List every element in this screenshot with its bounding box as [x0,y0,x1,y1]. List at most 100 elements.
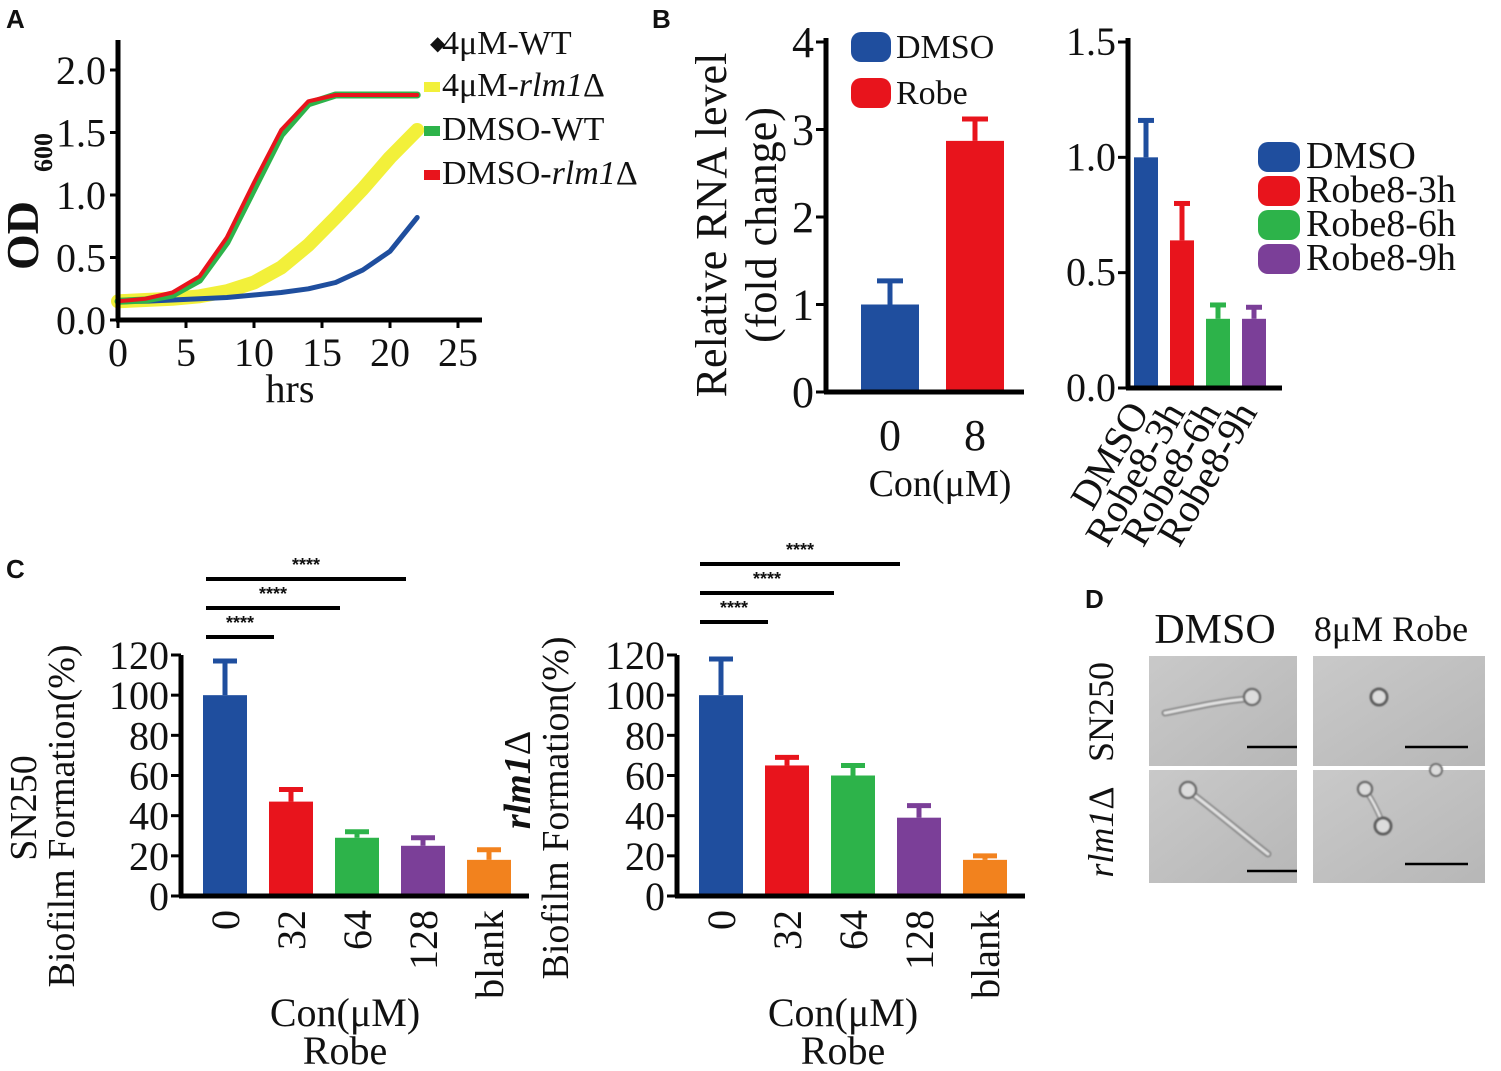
legend-label-4um-rlm1: 4μM-rlm1Δ [442,67,605,104]
rna-level-chart: 0 8 0 1 2 3 4 Con(μM) Relative RNA level (fold… [687,18,1024,505]
y-tick-label: 1.0 [1066,134,1116,179]
c1-strain-label: SN250 [3,755,45,861]
data-point [252,281,256,284]
b2-bars [1134,117,1266,388]
y-tick-label: 0.5 [1066,250,1116,295]
data-point [361,187,364,190]
data-point [252,181,256,184]
data-point [334,216,337,219]
data-point [171,298,174,302]
a-legend: ◆ 4μM-WT 4μM-rlm1Δ DMSO-WT DMSO-rlm1Δ [424,25,638,192]
c2-strain-label: rlm1Δ [497,731,539,829]
x-tick-label: 0 [203,910,248,930]
y-tick-label: 0.0 [1066,365,1116,410]
panel-label-a: A [6,4,25,34]
b1-legend: DMSO Robe [851,29,994,112]
micrograph-panel: DMSO 8μM Robe SN250 rlm1Δ [1081,607,1485,883]
legend-label-b2-9h: Robe8-9h [1306,237,1456,279]
x-tick-label: 64 [831,910,876,950]
bar-64 [831,775,875,896]
legend-label-dmso-wt: DMSO-WT [442,111,605,148]
y-tick-label: 80 [625,713,665,758]
series-line-dmso-rlm1 [116,93,420,304]
legend-label-dmso-rlm1: DMSO-rlm1Δ [442,155,638,192]
a-ylabel-main: OD [0,201,48,270]
y-tick-label: 120 [605,633,665,678]
x-tick-label: 32 [269,910,314,950]
significance-stars: **** [292,555,320,575]
c1-significance: ************ [206,555,406,639]
y-tick-label: 0 [645,874,665,919]
x-tick-label: blank [467,910,512,999]
y-tick-label: 100 [605,673,665,718]
y-tick-label: 0 [792,368,814,417]
y-tick-label: 1 [792,281,814,330]
y-tick-label: 4 [792,18,814,67]
bar-32 [765,765,809,896]
micrograph-dmso-rlm1 [1149,770,1297,883]
data-point [388,156,392,159]
data-point [198,297,201,300]
b1-bars [861,116,1004,392]
legend-label-4um-wt: 4μM-WT [442,25,572,62]
data-point [144,297,147,300]
data-point [225,241,228,244]
x-tick-label: 0 [108,330,128,375]
significance-stars: **** [226,613,254,633]
b1-x-axis-label: Con(μM) [869,463,1012,505]
micrograph-dmso-sn250 [1149,656,1297,766]
c2-y-axis-label: rlm1Δ Biofilm Formation(%) [497,636,577,979]
a-ticks: 0 5 10 15 20 25 0.0 0.5 1.0 1.5 2.0 [56,48,478,375]
significance-stars: **** [720,598,748,618]
data-point [334,281,337,284]
c1-y-axis-label: SN250 Biofilm Formation(%) [3,644,83,987]
a-y-axis-label: OD 600 [0,133,58,270]
data-point [225,296,228,299]
data-point [361,268,364,272]
data-point [252,293,256,297]
bar-32 [269,801,313,896]
growth-curve-chart: 0 5 10 15 20 25 0.0 0.5 1.0 1.5 2.0 hrs OD 600 ◆ 4… [0,25,638,411]
y-tick-label: 100 [109,673,169,718]
c2-ylabel: Biofilm Formation(%) [535,636,577,979]
b1-ylabel-line1: Relative RNA level [687,53,736,398]
y-tick-label: 0 [149,874,169,919]
c1-xlabel-line1: Con(μM) [270,990,420,1035]
y-tick-label: 0.5 [56,236,106,281]
c2-xlabel-line1: Con(μM) [768,990,918,1035]
bar-robe8-9h [1242,318,1266,388]
data-point [225,290,228,293]
legend-label-b2-dmso: DMSO [1306,135,1416,177]
x-tick-label: 5 [176,330,196,375]
x-tick-label: 0 [879,411,901,460]
series-line-4-m-wt [115,215,420,304]
x-tick-label: 64 [335,910,380,950]
b1-ticks: 0 8 0 1 2 3 4 [792,18,986,460]
bar-blank [963,859,1007,896]
data-point [198,275,201,278]
significance-stars: **** [786,540,814,560]
x-tick-label: 15 [302,330,342,375]
bar-robe8-3h [1170,240,1194,388]
panel-label-b: B [652,4,671,34]
c1-bars [203,658,511,896]
bar-8 [946,140,1004,392]
y-tick-label: 20 [625,834,665,879]
y-tick-label: 40 [625,794,665,839]
a-x-axis-label: hrs [266,366,315,411]
c2-bars [699,656,1007,896]
micrograph-header-robe: 8μM Robe [1314,609,1468,649]
x-tick-label: 10 [234,330,274,375]
c1-ylabel: Biofilm Formation(%) [41,644,83,987]
data-point [198,278,201,282]
bar-dmso [1134,157,1158,388]
x-tick-label: 20 [370,330,410,375]
data-point [307,243,310,247]
c2-significance: ************ [700,540,900,624]
